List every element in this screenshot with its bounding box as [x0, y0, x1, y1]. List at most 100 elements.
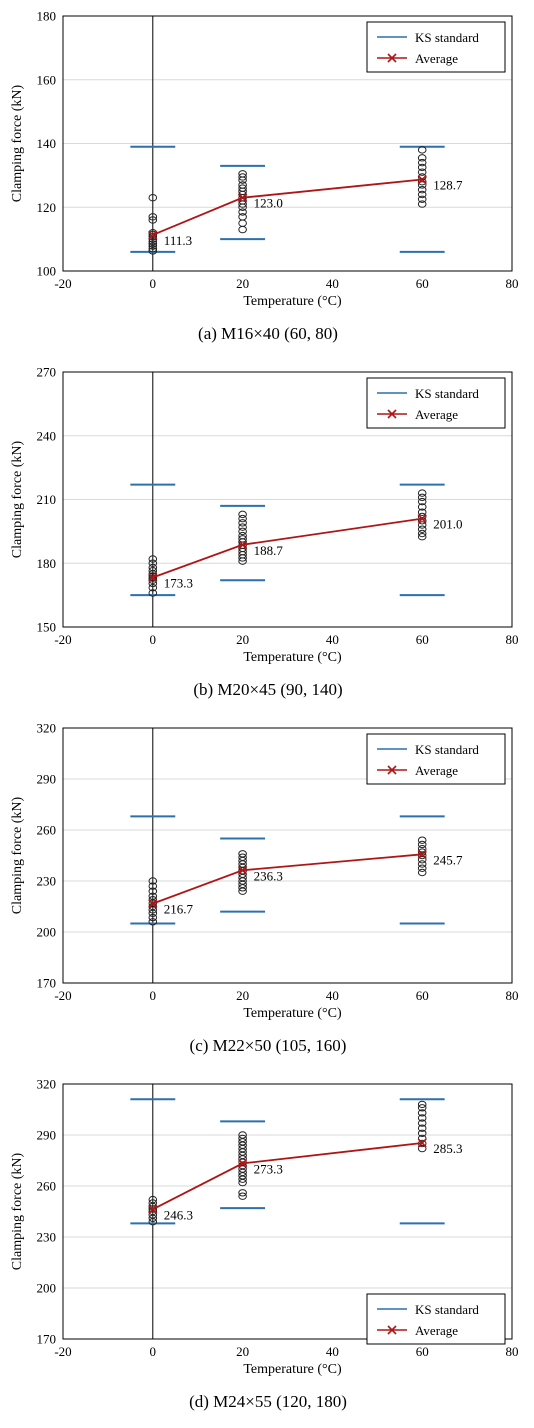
y-tick-label: 120 [37, 200, 57, 215]
sample-point [417, 525, 427, 533]
legend-box [366, 1293, 506, 1345]
sample-point [238, 514, 247, 523]
legend-average-label: Average [415, 763, 458, 778]
sample-point [238, 181, 247, 189]
average-data-label: 236.3 [254, 868, 283, 883]
sample-point [238, 527, 247, 536]
sample-point [417, 856, 427, 864]
sample-point [148, 559, 158, 567]
sample-point [417, 168, 427, 176]
y-tick-label: 160 [37, 72, 57, 87]
sample-point [238, 510, 247, 519]
average-line [152, 517, 423, 579]
x-tick-label: 60 [416, 1344, 429, 1359]
sample-point [417, 190, 427, 199]
sample-point [148, 882, 158, 890]
sample-point [417, 1144, 427, 1153]
sample-point [417, 503, 427, 511]
x-axis-label: Temperature (°C) [243, 650, 342, 665]
sample-point [148, 1195, 158, 1204]
average-data-label: 111.3 [164, 233, 192, 248]
sample-point [238, 184, 247, 192]
average-data-label: 123.0 [254, 196, 283, 211]
x-tick-label: 60 [416, 988, 429, 1003]
average-data-label: 245.7 [433, 852, 463, 867]
y-tick-label: 270 [37, 365, 57, 380]
sample-point [148, 563, 158, 572]
y-axis-label: Clamping force (kN) [10, 1152, 25, 1270]
x-tick-label: -20 [54, 632, 71, 647]
average-marker [238, 1158, 248, 1168]
sample-point [417, 181, 427, 189]
plot-frame [62, 15, 513, 272]
average-data-label: 128.7 [433, 178, 463, 193]
sample-point [417, 1129, 427, 1138]
sample-point [417, 1134, 427, 1143]
chart-a: 100 120 140 160 180 -20 0 20 40 60 80 Temperature (… [10, 9, 519, 344]
sample-point [417, 497, 427, 506]
legend-average-label: Average [415, 51, 458, 66]
sample-point [238, 1189, 247, 1197]
plot-frame [62, 371, 513, 628]
sample-point [238, 208, 247, 216]
sample-point [417, 529, 427, 538]
sample-point [238, 523, 247, 531]
average-data-label: 216.7 [164, 902, 194, 917]
sample-point [238, 173, 247, 181]
y-tick-label: 320 [37, 1077, 57, 1092]
sample-point [417, 163, 427, 172]
x-tick-label: 40 [326, 988, 339, 1003]
sample-point [148, 242, 158, 250]
x-tick-label: 0 [150, 276, 157, 291]
legend-average-marker [387, 1325, 397, 1335]
y-tick-label: 100 [37, 264, 57, 279]
y-tick-label: 290 [37, 772, 57, 787]
x-tick-label: 80 [506, 632, 519, 647]
sample-point [417, 195, 427, 203]
sample-point [417, 836, 427, 844]
average-marker [238, 540, 248, 550]
sample-point [148, 193, 158, 202]
y-axis-label: Clamping force (kN) [10, 796, 25, 914]
sample-point [238, 1134, 247, 1143]
average-data-label: 201.0 [433, 517, 462, 532]
y-tick-label: 180 [37, 556, 57, 571]
chart-c: 170 200 230 260 290 320 -20 0 20 40 60 80 Temperatur… [10, 721, 519, 1056]
x-tick-label: 20 [236, 1344, 249, 1359]
sample-point [148, 213, 158, 221]
sample-point [417, 146, 427, 154]
sample-point [148, 232, 158, 241]
average-marker [148, 899, 158, 909]
legend-average-marker [387, 53, 397, 63]
sample-point [148, 892, 158, 901]
sample-point [238, 219, 247, 227]
average-marker [148, 572, 158, 583]
sample-point [417, 493, 427, 502]
legend-ks-label: KS standard [415, 30, 479, 45]
sample-point [417, 860, 427, 868]
legend-box [366, 21, 506, 73]
y-tick-label: 170 [37, 976, 57, 991]
sample-point [238, 170, 247, 178]
y-tick-label: 200 [37, 1281, 57, 1296]
sample-point [148, 247, 158, 255]
sample-point [148, 583, 158, 592]
legend-average-marker [387, 765, 397, 775]
sample-point [148, 244, 158, 253]
x-axis-label: Temperature (°C) [243, 1006, 342, 1021]
x-tick-label: -20 [54, 276, 71, 291]
average-marker [148, 1204, 158, 1214]
sample-point [417, 532, 427, 541]
legend-average-label: Average [415, 407, 458, 422]
average-marker [417, 174, 427, 185]
x-tick-label: 20 [236, 988, 249, 1003]
average-marker [417, 849, 427, 859]
sample-point [238, 853, 247, 861]
chart-d: 170 200 230 260 290 320 -20 0 20 40 60 80 Temperatur… [10, 1077, 519, 1412]
average-marker [238, 193, 248, 203]
y-tick-label: 290 [37, 1128, 57, 1143]
sample-point [238, 225, 247, 234]
legend-ks-label: KS standard [415, 386, 479, 401]
chart-panel-d: 170 200 230 260 290 320 -20 0 20 40 60 80 Temperatur… [0, 1068, 534, 1423]
x-tick-label: -20 [54, 1344, 71, 1359]
